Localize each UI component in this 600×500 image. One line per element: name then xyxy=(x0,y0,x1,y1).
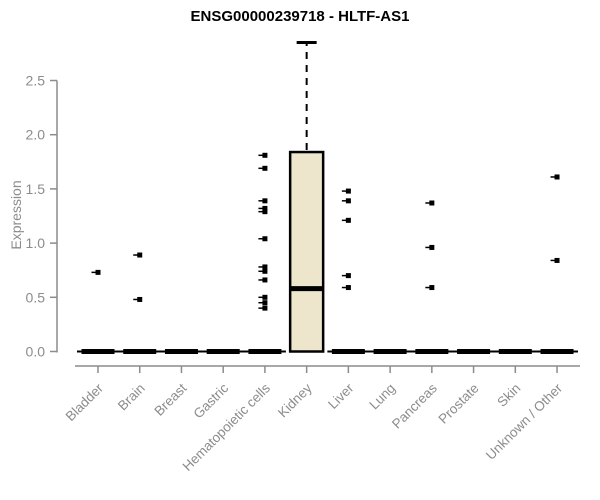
outlier-point xyxy=(262,294,268,300)
x-category-label: Bladder xyxy=(63,380,107,424)
outlier-point xyxy=(345,273,351,279)
x-category-label: Brain xyxy=(115,381,148,414)
outlier-point xyxy=(262,236,268,242)
x-category-label: Prostate xyxy=(436,381,482,427)
zero-box xyxy=(248,349,282,354)
outlier-point xyxy=(554,174,560,180)
outlier-point xyxy=(95,269,101,275)
outlier-point xyxy=(345,198,351,204)
outlier-point xyxy=(262,300,268,306)
outlier-point xyxy=(262,264,268,270)
y-tick-label: 2.5 xyxy=(26,73,46,89)
outlier-point xyxy=(429,200,435,206)
outlier-point xyxy=(262,165,268,171)
zero-box xyxy=(415,349,449,354)
outlier-point xyxy=(554,257,560,263)
outlier-point xyxy=(262,152,268,158)
zero-box xyxy=(123,349,157,354)
outlier-point xyxy=(262,305,268,311)
outlier-point xyxy=(137,252,143,258)
outlier-point xyxy=(262,205,268,211)
x-category-label: Lung xyxy=(366,381,398,413)
outlier-point xyxy=(345,285,351,291)
outlier-point xyxy=(429,244,435,250)
outlier-point xyxy=(262,209,268,215)
zero-box xyxy=(206,349,240,354)
x-category-label: Gastric xyxy=(190,380,231,421)
zero-box xyxy=(498,349,532,354)
box xyxy=(288,150,325,353)
zero-box xyxy=(81,349,115,354)
outlier-point xyxy=(137,296,143,302)
x-category-label: Kidney xyxy=(275,380,315,420)
x-category-label: Breast xyxy=(151,380,189,418)
x-category-label: Pancreas xyxy=(389,380,440,431)
outlier-point xyxy=(345,188,351,194)
zero-box xyxy=(164,349,198,354)
x-category-label: Liver xyxy=(325,380,357,412)
median-line xyxy=(290,286,324,292)
y-tick-label: 0.0 xyxy=(26,344,46,360)
zero-box xyxy=(373,349,407,354)
y-tick-label: 1.5 xyxy=(26,181,46,197)
zero-box xyxy=(540,349,574,354)
y-tick-label: 0.5 xyxy=(26,289,46,305)
y-tick-label: 2.0 xyxy=(26,127,46,143)
outlier-point xyxy=(429,285,435,291)
chart-title: ENSG00000239718 - HLTF-AS1 xyxy=(190,8,410,25)
outlier-point xyxy=(262,198,268,204)
zero-box xyxy=(457,349,491,354)
outlier-point xyxy=(262,268,268,274)
zero-box xyxy=(331,349,365,354)
x-category-label: Skin xyxy=(494,381,523,410)
x-category-label: Unknown / Other xyxy=(483,380,566,463)
y-tick-label: 1.0 xyxy=(26,235,46,251)
outlier-point xyxy=(262,277,268,283)
outlier-point xyxy=(345,217,351,223)
